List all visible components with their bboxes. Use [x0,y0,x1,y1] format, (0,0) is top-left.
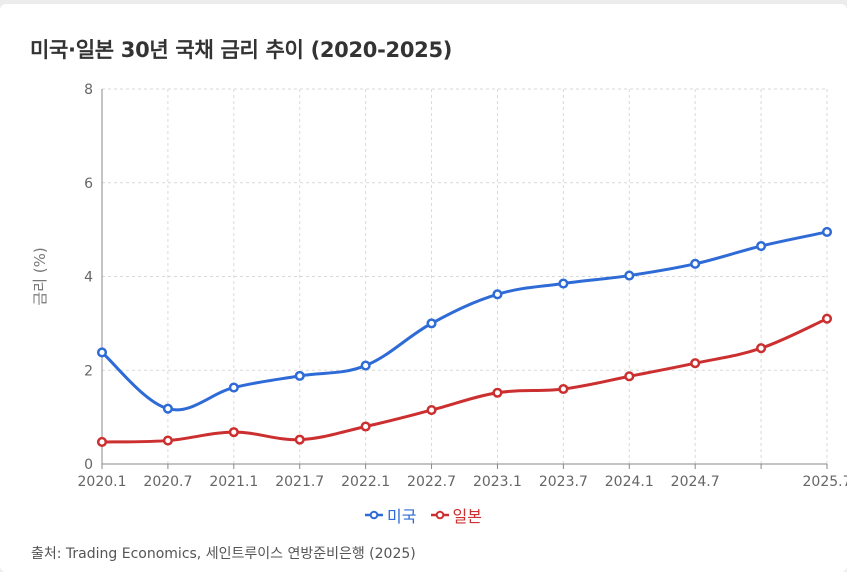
y-tick-label: 6 [84,176,93,192]
axes: 0 2 4 6 8 2020.1 2020.7 2021.1 2021.7 2022.1 2022.… [78,82,847,490]
data-point [426,318,437,329]
data-point [690,358,701,369]
data-point [96,436,108,448]
series-line [101,230,828,412]
legend-item[interactable]: 미국 [365,503,417,527]
series-line [101,317,828,444]
legend-item[interactable]: 일본 [430,503,482,527]
x-tick-label: 2021.1 [209,474,258,490]
data-point [162,435,173,446]
data-point [821,313,833,324]
x-tick-label: 2025.7 [803,474,847,490]
series-us [96,226,833,414]
source-note: 출처: Trading Economics, 세인트루이스 연방준비은행 (20… [31,546,416,562]
chart-card [0,4,847,572]
data-point [96,347,108,358]
legend-swatch-icon [430,510,449,520]
y-tick-label: 4 [84,270,93,286]
legend-swatch-icon [365,510,384,520]
data-point [558,278,569,289]
data-point [756,240,767,252]
x-tick-label: 2021.7 [275,474,324,490]
x-tick-label: 2023.7 [539,474,588,490]
x-tick-label: 2020.1 [78,474,127,490]
data-point [426,405,437,416]
legend-label: 일본 [452,507,482,526]
data-point [294,434,305,445]
data-point [492,289,503,300]
data-point [624,371,635,382]
y-tick-label: 2 [84,363,93,379]
y-axis-title: 금리 (%) [31,247,49,305]
data-point [294,370,305,381]
data-point [821,226,833,238]
x-tick-label: 2022.1 [341,474,390,490]
x-tick-label: 2020.7 [143,474,192,490]
x-tick-label: 2024.1 [605,474,654,490]
data-point [228,382,239,393]
data-point [690,258,701,269]
x-tick-label: 2023.1 [473,474,522,490]
data-point [558,383,569,395]
x-tick-label: 2022.7 [407,474,456,490]
data-point [624,270,635,281]
data-point [360,421,371,432]
y-tick-label: 0 [84,457,93,473]
x-tick-label: 2024.7 [671,474,720,490]
data-point [360,360,371,371]
data-point [492,387,503,398]
data-point [228,427,239,438]
chart-title: 미국·일본 30년 국채 금리 추이 (2020-2025) [30,38,453,62]
data-point [756,343,767,354]
y-tick-label: 8 [84,82,93,98]
grid [101,88,828,464]
legend: 미국 일본 [0,503,847,527]
series-layer [96,226,833,448]
data-point [162,403,173,414]
legend-label: 미국 [387,507,417,526]
series-japan [96,313,833,448]
